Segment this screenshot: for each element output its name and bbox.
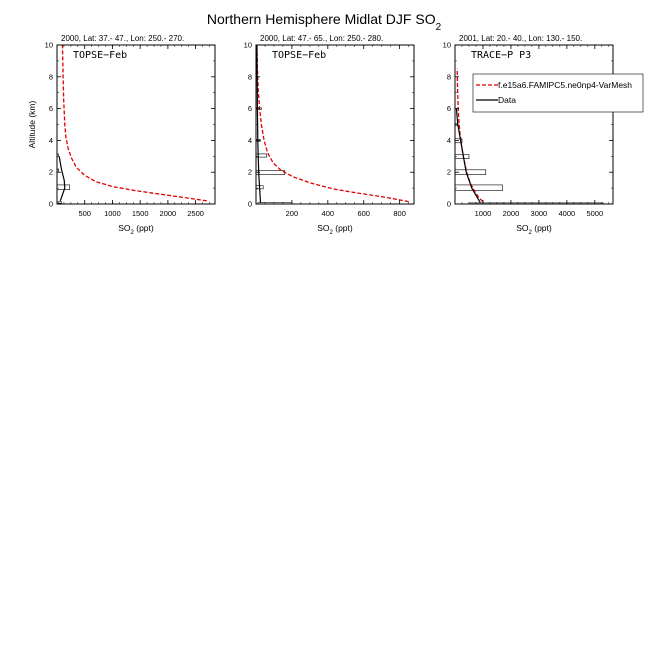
x-tick-label: 3000 [531,209,548,218]
x-tick-label: 1000 [475,209,492,218]
x-tick-label: 400 [322,209,335,218]
x-axis-label-subscript: 2 [131,230,135,236]
y-axis-label: Altitude (km) [27,100,37,148]
x-axis-label-unit: (ppt) [333,223,353,233]
x-axis-label-main: SO [118,223,131,233]
legend-box [472,73,644,113]
x-axis-label: SO2 (ppt) [516,223,552,236]
x-axis-label-main: SO [516,223,529,233]
obs-range-box [56,184,71,190]
legend: f.e15a6.FAMIPC5.ne0np4-VarMesh Data [472,73,644,113]
x-tick-label: 5000 [586,209,603,218]
plot-frame [255,44,415,205]
x-tick-label: 200 [286,209,299,218]
y-tick-label: 8 [49,72,53,81]
y-tick-label: 6 [248,104,252,113]
x-tick-label: 600 [357,209,370,218]
y-tick-label: 10 [45,41,53,50]
y-tick-label: 10 [244,41,252,50]
model-profile-line [456,68,484,203]
x-tick-label: 2000 [160,209,177,218]
x-axis-label-main: SO [317,223,330,233]
model-profile-line [256,44,409,203]
y-tick-label: 6 [447,104,451,113]
panel-header: 2000, Lat: 47.- 65., Lon: 250.- 280. [260,34,383,43]
y-tick-label: 4 [248,136,252,145]
x-tick-label: 800 [393,209,406,218]
observed-profile-line [58,156,66,201]
plot-frame [56,44,216,205]
figure-title: Northern Hemisphere Midlat DJF SO2 [207,11,442,33]
y-tick-label: 0 [447,200,451,209]
y-tick-label: 2 [248,168,252,177]
campaign-label: TOPSE−Feb [73,50,127,61]
observed-profile-line [256,44,262,203]
y-tick-label: 0 [49,200,53,209]
x-axis-label-unit: (ppt) [532,223,552,233]
x-axis-label: SO2 (ppt) [317,223,353,236]
campaign-label: TOPSE−Feb [272,50,326,61]
obs-range-box [57,201,62,204]
x-tick-label: 500 [78,209,91,218]
observed-profile-line [455,108,481,203]
obs-range-box [454,184,503,191]
x-tick-label: 1500 [132,209,149,218]
panel-header: 2001, Lat: 20.- 40., Lon: 130.- 150. [459,34,582,43]
x-tick-label: 4000 [559,209,576,218]
y-tick-label: 4 [447,136,451,145]
y-tick-label: 6 [49,104,53,113]
y-tick-label: 8 [447,72,451,81]
y-tick-label: 2 [49,168,53,177]
obs-range-box [454,154,470,159]
figure-title-subscript: 2 [436,22,442,33]
y-tick-label: 0 [248,200,252,209]
x-tick-label: 2500 [187,209,204,218]
obs-range-box [454,169,487,175]
plot-frame [454,44,614,205]
y-tick-label: 8 [248,72,252,81]
legend-model-label: f.e15a6.FAMIPC5.ne0np4-VarMesh [498,80,632,90]
x-axis-label-unit: (ppt) [134,223,154,233]
panel-1: 2000, Lat: 37.- 47., Lon: 250.- 270. TOPS… [27,34,216,236]
x-axis-label: SO2 (ppt) [118,223,154,236]
x-tick-label: 2000 [503,209,520,218]
panel-header: 2000, Lat: 37.- 47., Lon: 250.- 270. [61,34,184,43]
figure-title-main: Northern Hemisphere Midlat DJF SO [207,11,436,27]
x-axis-label-subscript: 2 [529,230,533,236]
obs-range-box [255,170,286,175]
y-tick-label: 4 [49,136,53,145]
panel-3: 2001, Lat: 20.- 40., Lon: 130.- 150. TRAC… [443,34,614,236]
x-tick-label: 1000 [104,209,121,218]
y-tick-label: 2 [447,168,451,177]
panel-2: 2000, Lat: 47.- 65., Lon: 250.- 280. TOPS… [244,34,415,236]
panels: 2000, Lat: 37.- 47., Lon: 250.- 270. TOPS… [27,34,644,236]
legend-data-label: Data [498,95,516,105]
campaign-label: TRACE−P P3 [471,50,531,61]
y-tick-label: 10 [443,41,451,50]
model-profile-line [61,44,207,202]
x-axis-label-subscript: 2 [330,230,334,236]
